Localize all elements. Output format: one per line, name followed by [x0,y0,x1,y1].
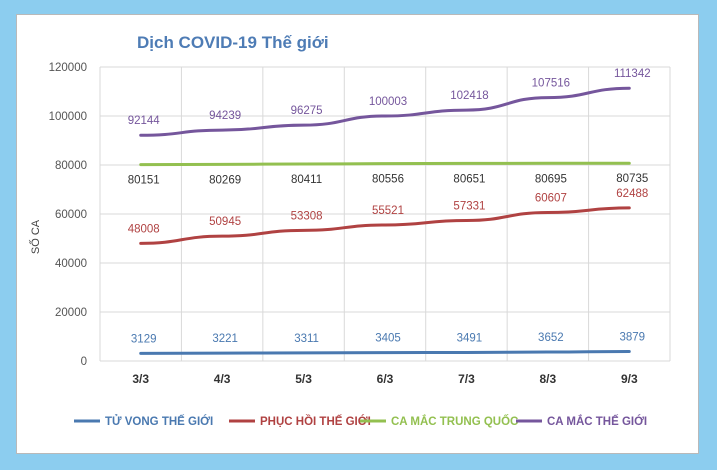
series-lines [139,86,631,355]
y-tick-label: 20000 [55,307,87,319]
data-labels: 3129 3221 3311 3405 3491 3652 3879 48008 50945 53… [128,68,651,345]
x-tick-label: 5/3 [295,372,312,386]
data-label: 100003 [369,96,407,108]
x-tick-label: 9/3 [621,372,638,386]
data-label: 80735 [616,173,648,185]
y-tick-label: 80000 [55,160,87,172]
legend-item-label: TỬ VONG THẾ GIỚI [105,415,213,428]
y-axis-label: SỐ CA [28,219,42,254]
series-line [139,161,631,167]
series-line [139,206,631,245]
data-label: 62488 [616,188,648,200]
data-label: 48008 [128,223,160,235]
y-tick-label: 40000 [55,258,87,270]
x-tick-labels: 3/3 4/3 5/3 6/3 7/3 8/3 9/3 [132,372,638,386]
data-label: 111342 [614,68,651,80]
chart-panel: Dịch COVID-19 Thế giới SỐ CA 0 20000 40000… [16,14,699,454]
legend: TỬ VONG THẾ GIỚI PHỤC HỒI THẾ GIỚI CA MẮC … [74,414,647,428]
data-label: 55521 [372,205,404,217]
x-tick-label: 7/3 [458,372,475,386]
data-label: 107516 [532,78,570,90]
series-line [139,86,631,137]
x-tick-label: 8/3 [540,372,557,386]
data-label: 96275 [291,105,323,117]
data-label: 3491 [457,332,483,344]
data-label: 3652 [538,332,564,344]
data-label: 80695 [535,173,567,185]
data-label: 3879 [619,331,645,343]
data-label: 3311 [294,333,319,345]
y-tick-label: 100000 [49,111,87,123]
x-tick-label: 4/3 [214,372,231,386]
data-label: 3221 [212,333,238,345]
data-label: 3129 [131,333,157,345]
data-label: 57331 [453,201,485,213]
data-label: 92144 [128,115,161,127]
data-label: 80411 [291,174,322,186]
legend-item-label: PHỤC HỒI THẾ GIỚI [260,415,371,428]
series-line [139,349,631,355]
legend-item-label: CA MẮC THẾ GIỚI [547,415,647,428]
x-tick-label: 6/3 [377,372,394,386]
data-label: 53308 [291,210,323,222]
data-label: 60607 [535,193,567,205]
data-label: 3405 [375,333,401,345]
y-tick-label: 60000 [55,209,87,221]
data-label: 80151 [128,175,160,187]
data-label: 94239 [209,110,241,122]
legend-item-label: CA MẮC TRUNG QUỐC [391,414,518,428]
x-tick-label: 3/3 [132,372,149,386]
chart-title: Dịch COVID-19 Thế giới [137,33,329,52]
y-tick-labels: 0 20000 40000 60000 80000 100000 120000 [49,62,87,368]
data-label: 50945 [209,216,241,228]
line-chart: Dịch COVID-19 Thế giới SỐ CA 0 20000 40000… [28,33,671,428]
y-tick-label: 0 [81,356,87,368]
data-label: 80651 [453,173,485,185]
data-label: 102418 [450,90,488,102]
data-label: 80269 [209,174,241,186]
y-tick-label: 120000 [49,62,87,74]
data-label: 80556 [372,174,404,186]
